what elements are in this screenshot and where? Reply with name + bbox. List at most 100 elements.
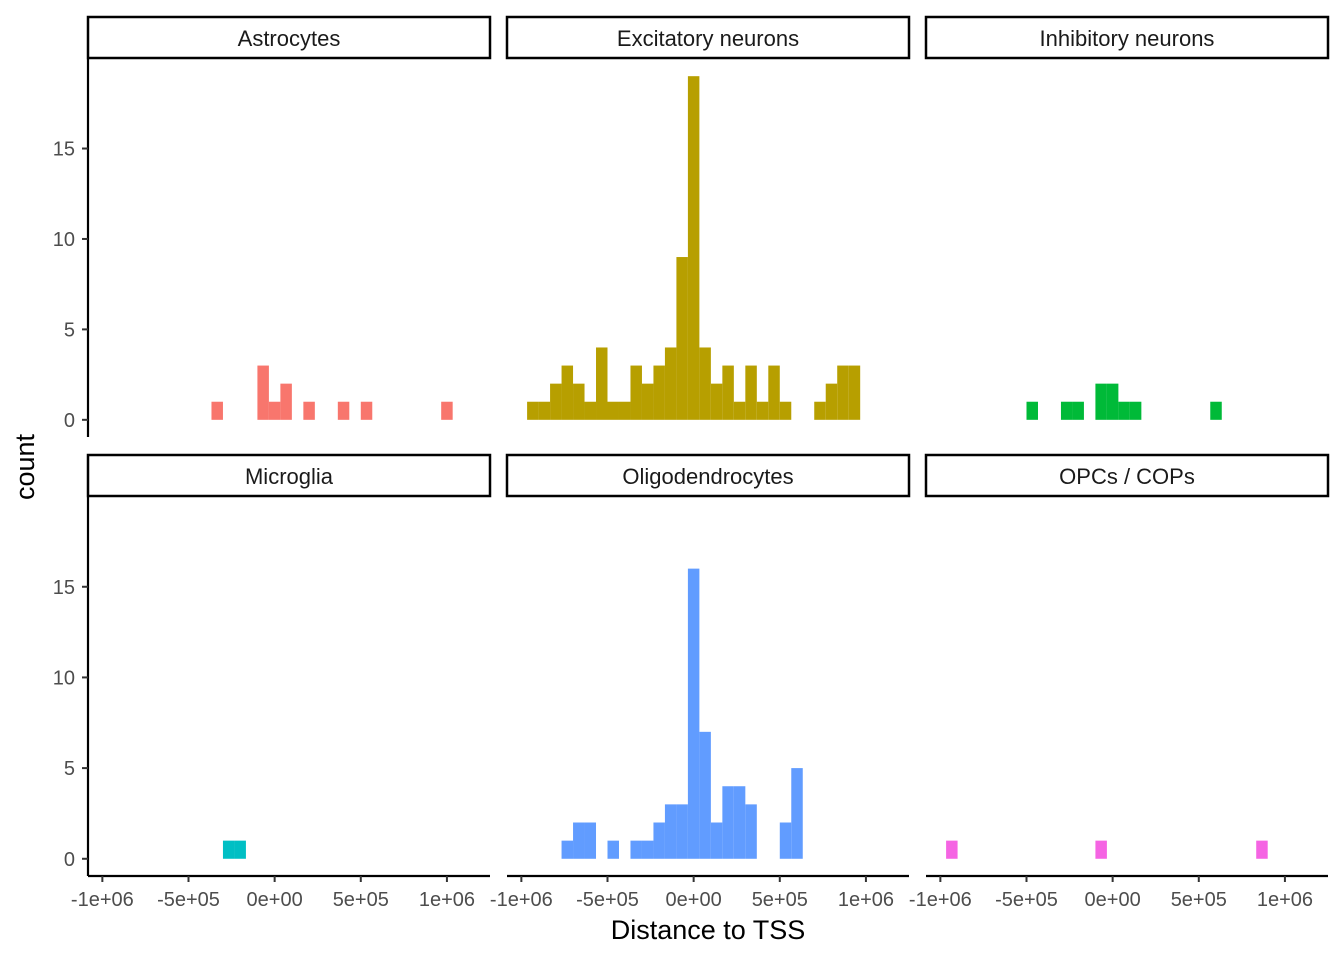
histogram-bar — [618, 401, 631, 420]
x-axis-title: Distance to TSS — [611, 915, 806, 945]
y-tick-label: 5 — [64, 758, 75, 780]
histogram-bar — [946, 840, 958, 859]
histogram-bar — [607, 401, 619, 420]
x-tick-label: -1e+06 — [71, 889, 134, 911]
panel: Excitatory neurons — [505, 15, 911, 420]
histogram-bar — [745, 365, 757, 420]
histogram-bar — [561, 840, 574, 859]
histogram-bar — [1256, 840, 1268, 859]
x-tick-label: 1e+06 — [838, 889, 894, 911]
histogram-bar — [630, 365, 642, 420]
histogram-bar — [527, 401, 539, 420]
histogram-bar — [722, 786, 734, 859]
panel-title: Oligodendrocytes — [622, 464, 793, 489]
histogram-bar — [733, 786, 746, 859]
histogram-bar — [687, 76, 700, 420]
y-tick-label: 0 — [64, 410, 75, 432]
histogram-bar — [561, 365, 574, 420]
y-tick-label: 5 — [64, 319, 75, 341]
histogram-bar — [596, 347, 608, 420]
panel-title: Astrocytes — [238, 26, 341, 51]
histogram-bar — [710, 383, 723, 420]
x-tick-label: -5e+05 — [576, 889, 639, 911]
x-tick-label: 0e+00 — [1085, 889, 1141, 911]
x-tick-label: 1e+06 — [419, 889, 475, 911]
histogram-bar — [699, 347, 711, 420]
panel: Inhibitory neurons — [924, 15, 1330, 420]
y-tick-label: 15 — [53, 139, 75, 161]
panel-strip — [924, 453, 1330, 498]
histogram-bar — [441, 401, 453, 420]
histogram-bar — [303, 401, 315, 420]
x-tick-label: -1e+06 — [490, 889, 553, 911]
histogram-bar — [550, 383, 562, 420]
histogram-bar — [630, 840, 642, 859]
x-tick-label: 0e+00 — [666, 889, 722, 911]
x-tick-label: -5e+05 — [157, 889, 220, 911]
histogram-bar — [584, 401, 597, 420]
x-tick-label: 5e+05 — [333, 889, 389, 911]
panel: Oligodendrocytes -1e+06 -5e+05 0e+00 5e+05 1e… — [490, 453, 911, 911]
histogram-bar — [211, 401, 223, 420]
histogram-bar — [360, 401, 373, 420]
panel-strip — [505, 453, 911, 498]
panel: Microglia 0 5 10 15 -1e+06 -5e+05 0e+00 5e+05 1e+… — [53, 453, 492, 911]
x-tick-label: 0e+00 — [247, 889, 303, 911]
panel-title: Microglia — [245, 464, 334, 489]
histogram-bar — [653, 365, 665, 420]
histogram-bar — [1072, 401, 1084, 420]
histogram-bar — [1026, 401, 1038, 420]
x-tick-label: 5e+05 — [1171, 889, 1227, 911]
y-tick-label: 10 — [53, 667, 75, 689]
histogram-bar — [722, 365, 734, 420]
histogram-bar — [676, 804, 688, 859]
histogram-bar — [337, 401, 350, 420]
histogram-bar — [280, 383, 292, 420]
histogram-bar — [607, 840, 619, 859]
y-tick-label: 10 — [53, 229, 75, 251]
histogram-bar — [664, 347, 677, 420]
histogram-bar — [573, 383, 585, 420]
x-tick-label: 5e+05 — [752, 889, 808, 911]
histogram-bar — [687, 568, 700, 859]
histogram-bar — [699, 731, 711, 859]
histogram-bar — [676, 257, 688, 420]
panel-title: OPCs / COPs — [1059, 464, 1195, 489]
histogram-bar — [768, 365, 780, 420]
histogram-bar — [234, 840, 246, 859]
panel-strip — [505, 15, 911, 60]
histogram-bar — [222, 840, 235, 859]
y-axis-title: count — [10, 433, 40, 500]
histogram-bar — [664, 804, 677, 859]
histogram-bar — [710, 822, 723, 859]
panel-strip — [86, 453, 492, 498]
y-tick-label: 0 — [64, 849, 75, 871]
histogram-bar — [756, 401, 769, 420]
histogram-bar — [1210, 401, 1222, 420]
histogram-bar — [848, 365, 861, 420]
panel-title: Excitatory neurons — [617, 26, 799, 51]
histogram-bar — [573, 822, 585, 859]
histogram-bar — [779, 822, 792, 859]
histogram-bar — [733, 401, 746, 420]
histogram-bar — [268, 401, 281, 420]
panel-title: Inhibitory neurons — [1040, 26, 1215, 51]
y-tick-label: 15 — [53, 577, 75, 599]
histogram-bar — [1106, 383, 1119, 420]
histogram-bar — [641, 840, 654, 859]
x-tick-label: 1e+06 — [1257, 889, 1313, 911]
histogram-bar — [814, 401, 826, 420]
panel-strip — [924, 15, 1330, 60]
panels-layer: Astrocytes 0 5 10 15 Excitatory neurons Inhibi… — [53, 15, 1330, 911]
histogram-bar — [825, 383, 838, 420]
x-tick-label: -1e+06 — [909, 889, 972, 911]
histogram-bar — [653, 822, 665, 859]
histogram-bar — [1129, 401, 1142, 420]
histogram-bar — [1095, 383, 1107, 420]
histogram-bar — [745, 804, 757, 859]
histogram-bar — [641, 383, 654, 420]
histogram-bar — [791, 768, 803, 859]
panel-strip — [86, 15, 492, 60]
histogram-bar — [538, 401, 551, 420]
